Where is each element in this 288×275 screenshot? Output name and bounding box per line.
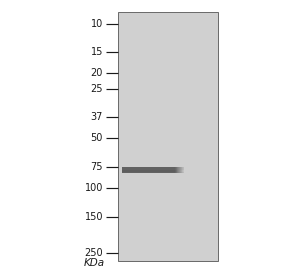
Text: 50: 50 xyxy=(91,133,103,143)
Text: 15: 15 xyxy=(91,48,103,57)
Text: 250: 250 xyxy=(84,248,103,258)
Text: 10: 10 xyxy=(91,19,103,29)
Bar xyxy=(118,12,218,261)
Text: 100: 100 xyxy=(85,183,103,193)
Text: 150: 150 xyxy=(84,211,103,222)
Text: 37: 37 xyxy=(91,112,103,122)
Text: 20: 20 xyxy=(91,68,103,78)
Text: KDa: KDa xyxy=(84,258,105,268)
Text: 25: 25 xyxy=(90,84,103,94)
Text: 75: 75 xyxy=(90,162,103,172)
